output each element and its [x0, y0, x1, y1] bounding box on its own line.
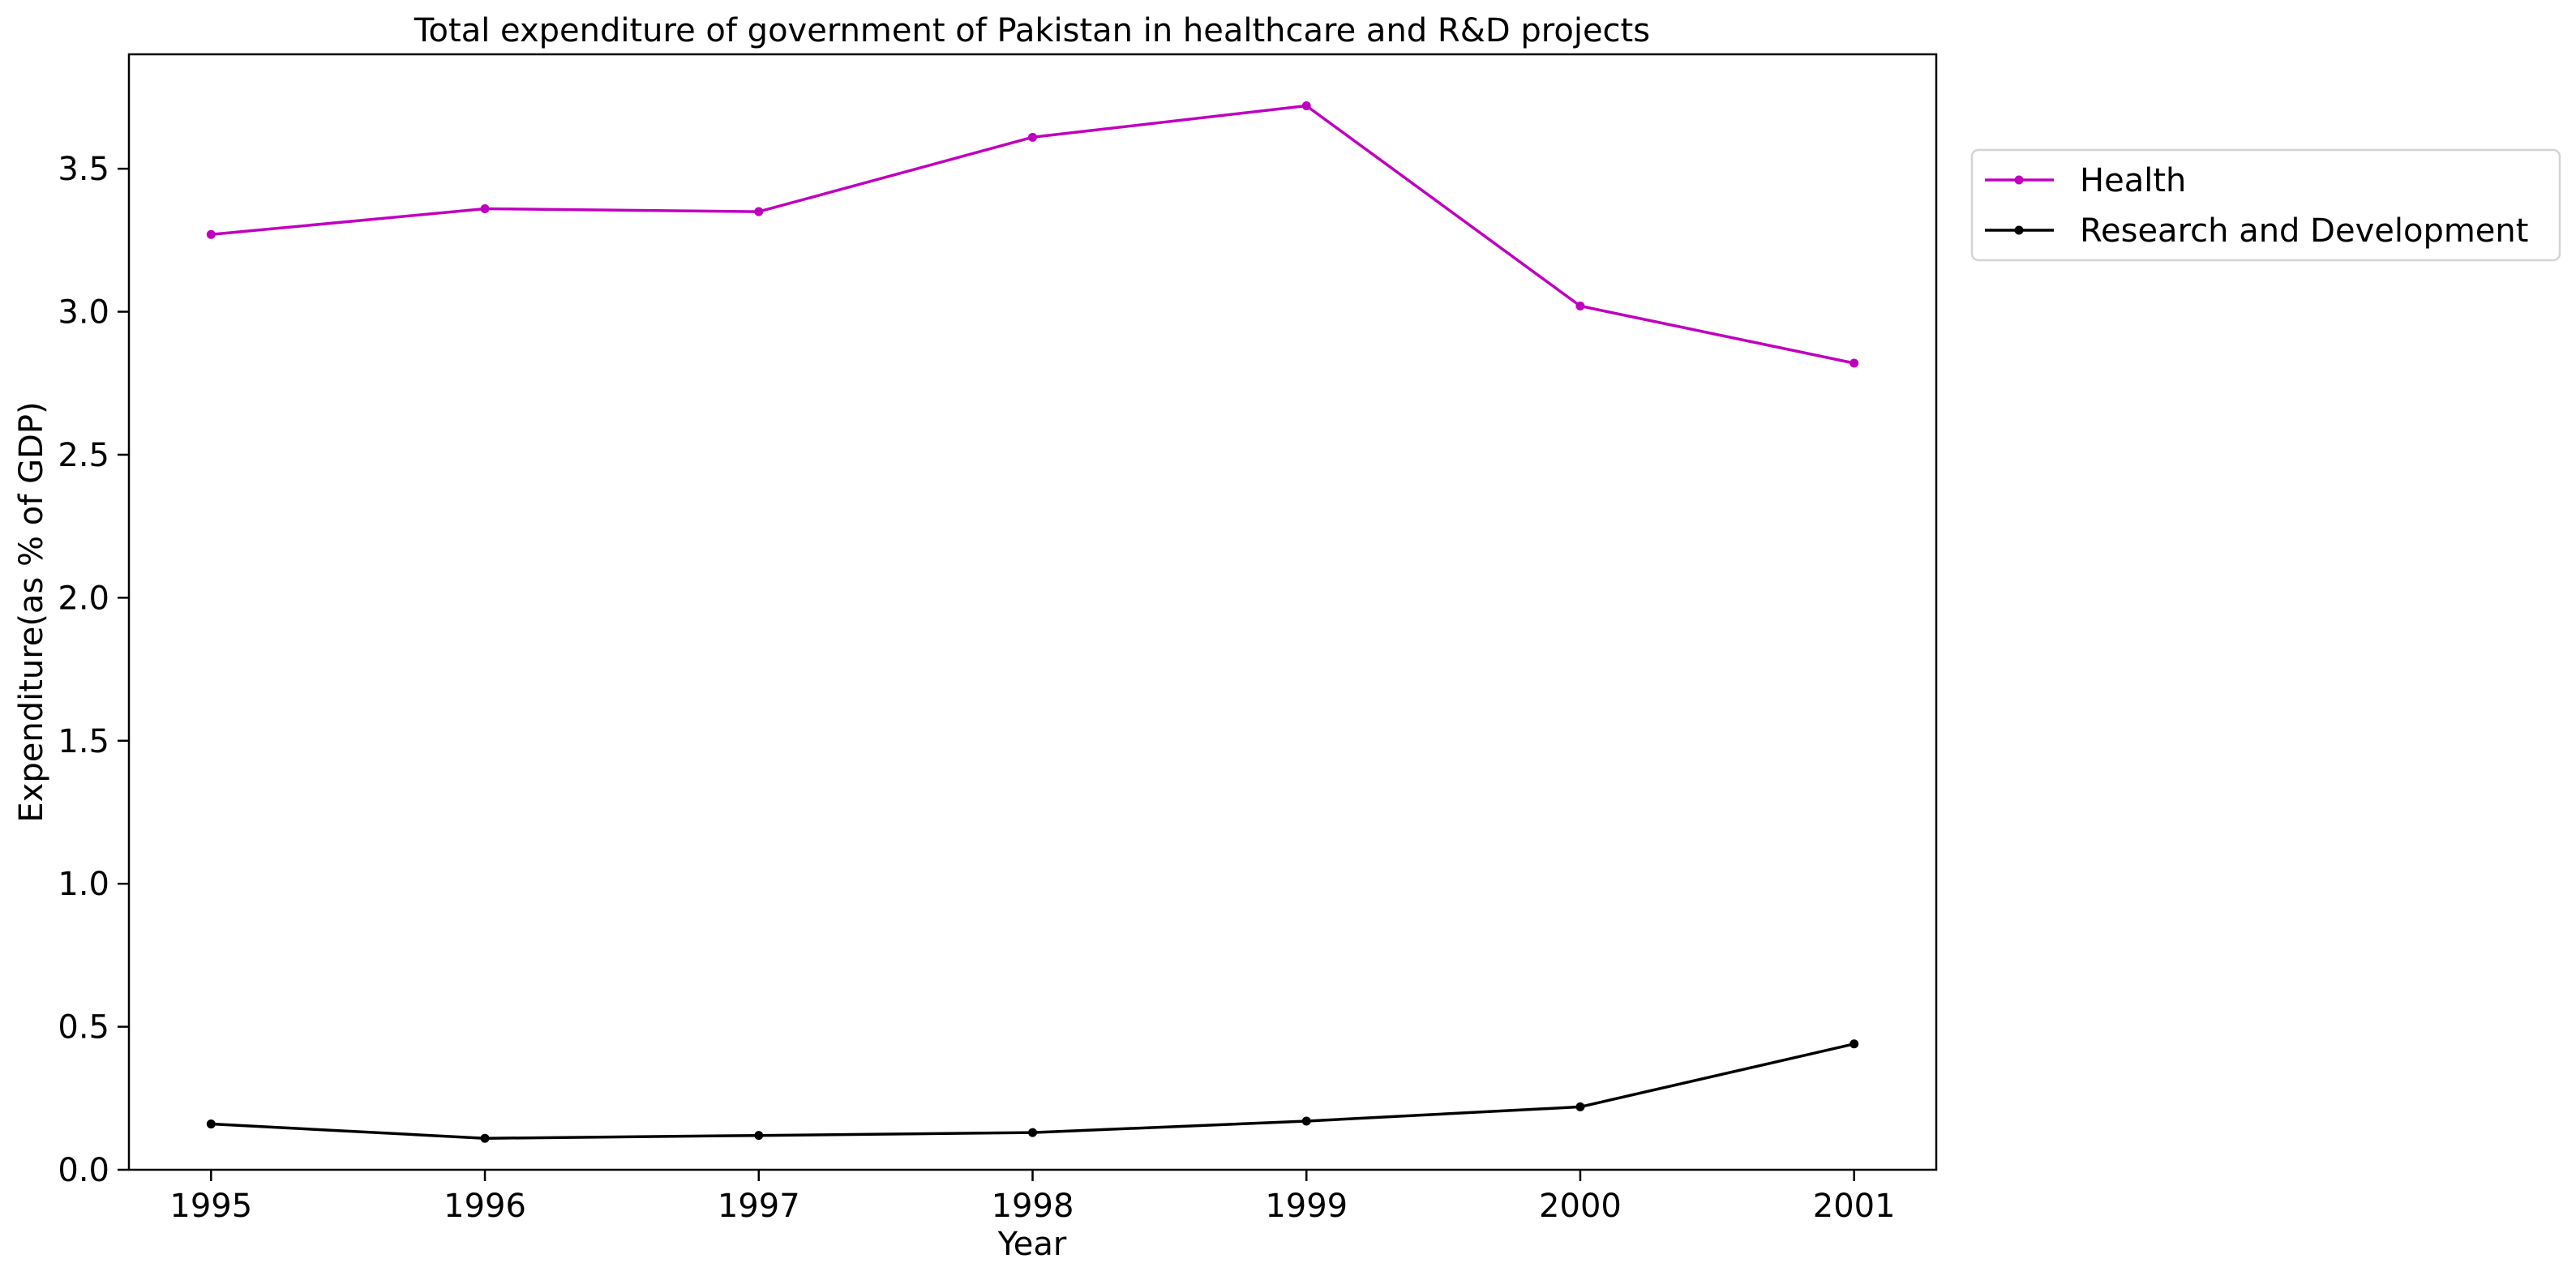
y-tick-label: 2.0 [58, 580, 109, 617]
x-tick-label: 1997 [718, 1188, 800, 1225]
data-point-health [480, 204, 490, 214]
legend-entry-health: Health [1985, 162, 2186, 199]
data-point-health [1301, 101, 1311, 111]
y-tick-label: 2.5 [58, 437, 109, 474]
legend-box [1970, 148, 2561, 262]
x-tick-label: 1995 [169, 1188, 252, 1225]
data-point-research-and-development [206, 1119, 216, 1129]
x-tick-label: 1999 [1265, 1188, 1348, 1225]
series-layer [206, 101, 1859, 1143]
legend-swatch-marker [2014, 175, 2024, 185]
x-tick-label: 1998 [992, 1188, 1074, 1225]
x-tick-label: 2000 [1539, 1188, 1622, 1225]
data-point-health [754, 207, 764, 216]
data-point-research-and-development [1028, 1128, 1037, 1137]
y-tick-label: 1.0 [58, 866, 109, 903]
legend-entry-research-and-development: Research and Development [1985, 212, 2528, 250]
data-point-health [1849, 358, 1859, 368]
data-point-research-and-development [1575, 1102, 1585, 1111]
data-point-health [1028, 132, 1037, 142]
series-research-and-development [206, 1039, 1859, 1143]
y-tick-label: 0.0 [58, 1152, 109, 1189]
series-health [206, 101, 1859, 368]
data-point-research-and-development [754, 1131, 764, 1141]
y-axis: 0.0 0.5 1.0 1.5 2.0 2.5 3.0 3.5 [58, 151, 129, 1189]
data-point-health [206, 229, 216, 239]
x-axis-label: Year [997, 1226, 1067, 1263]
y-tick-label: 1.5 [58, 723, 109, 760]
data-point-research-and-development [1849, 1039, 1859, 1049]
data-point-research-and-development [1301, 1116, 1311, 1126]
y-axis-label: Expenditure(as % of GDP) [13, 401, 50, 822]
legend-label: Health [2080, 162, 2186, 199]
x-tick-label: 1996 [444, 1188, 526, 1225]
legend-label: Research and Development [2080, 212, 2528, 250]
y-tick-label: 3.0 [58, 294, 109, 332]
legend: Health Research and Development [1970, 148, 2561, 262]
legend-entries: Health Research and Development [1985, 162, 2528, 250]
x-axis: 1995 1996 1997 1998 1999 2000 2001 [169, 1170, 1896, 1225]
x-tick-label: 2001 [1813, 1188, 1896, 1225]
y-tick-label: 3.5 [58, 151, 109, 188]
chart-title: Total expenditure of government of Pakis… [414, 12, 1650, 49]
legend-swatch-marker [2014, 225, 2024, 235]
y-tick-label: 0.5 [58, 1009, 109, 1047]
data-point-health [1575, 301, 1585, 310]
data-point-research-and-development [480, 1133, 490, 1143]
